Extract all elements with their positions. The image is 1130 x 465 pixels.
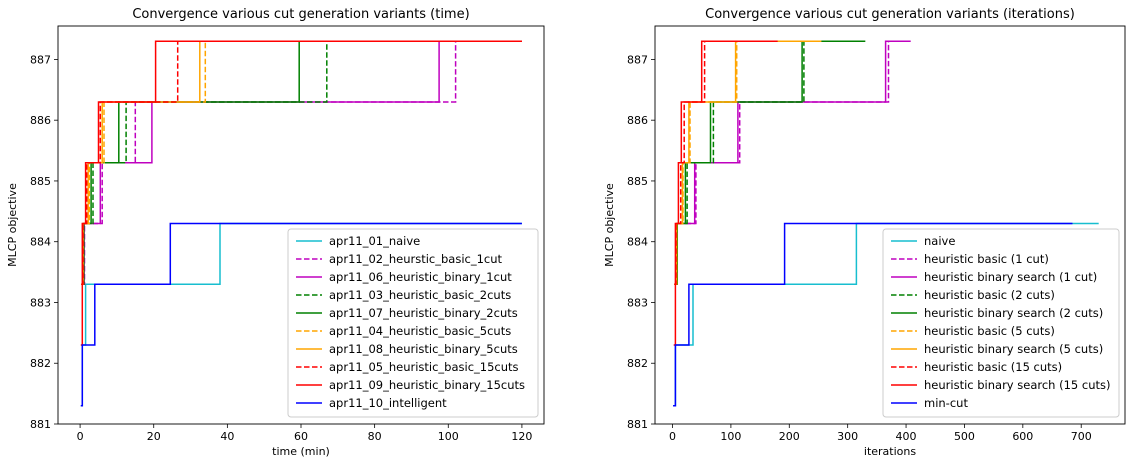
y-axis-label: MLCP objective	[603, 183, 616, 267]
x-axis-label: time (min)	[272, 445, 330, 458]
legend-entry-3: heuristic binary search (1 cut)	[924, 270, 1097, 284]
series-line-5	[674, 40, 866, 285]
y-tick-label: 881	[627, 418, 648, 431]
y-tick-label: 881	[30, 418, 51, 431]
chart-title: Convergence various cut generation varia…	[132, 7, 469, 22]
x-tick-label: 60	[294, 430, 308, 443]
series-line-9	[80, 40, 522, 346]
y-tick-label: 883	[627, 296, 648, 309]
x-tick-label: 120	[511, 430, 532, 443]
legend: apr11_01_naive apr11_02_heurstic_basic_1c…	[287, 228, 539, 418]
legend-entry-7: heuristic binary search (5 cuts)	[924, 342, 1103, 356]
series-line-10	[673, 222, 1073, 407]
y-tick-label: 885	[30, 175, 51, 188]
legend-entry-10: apr11_10_intelligent	[329, 396, 447, 410]
y-tick-label: 883	[30, 296, 51, 309]
x-tick-label: 80	[368, 430, 382, 443]
series-line-5	[81, 40, 522, 285]
x-axis-label: iterations	[864, 445, 916, 458]
x-tick-label: 200	[779, 430, 800, 443]
legend-entry-2: apr11_02_heurstic_basic_1cut	[329, 252, 503, 266]
legend-entry-2: heuristic basic (1 cut)	[924, 252, 1049, 266]
plot-frame	[57, 25, 545, 425]
x-tick-label: 400	[896, 430, 917, 443]
y-axis-label: MLCP objective	[6, 183, 19, 267]
y-tick-label: 884	[627, 236, 648, 249]
legend-entry-6: heuristic basic (5 cuts)	[924, 324, 1055, 338]
legend-box	[882, 228, 1120, 418]
y-tick-label: 882	[30, 357, 51, 370]
x-tick-label: 20	[147, 430, 161, 443]
y-tick-label: 887	[30, 53, 51, 66]
legend-entry-7: apr11_08_heuristic_binary_5cuts	[329, 342, 518, 356]
legend-entry-5: heuristic binary search (2 cuts)	[924, 306, 1103, 320]
x-tick-label: 0	[669, 430, 676, 443]
legend-entry-9: apr11_09_heuristic_binary_15cuts	[329, 378, 525, 392]
y-tick-label: 884	[30, 236, 51, 249]
x-tick-label: 100	[438, 430, 459, 443]
legend-entry-8: apr11_05_heuristic_basic_15cuts	[329, 360, 519, 374]
legend-entry-4: heuristic basic (2 cuts)	[924, 288, 1055, 302]
legend-entry-1: apr11_01_naive	[329, 234, 420, 248]
y-tick-label: 886	[30, 114, 51, 127]
x-tick-label: 40	[220, 430, 234, 443]
x-tick-label: 0	[77, 430, 84, 443]
x-tick-label: 100	[720, 430, 741, 443]
legend: naive heuristic basic (1 cut) heuristic bi…	[882, 228, 1120, 418]
y-tick-label: 882	[627, 357, 648, 370]
plot-frame	[654, 25, 1126, 425]
series-lines	[80, 40, 522, 407]
legend-box	[287, 228, 539, 418]
series-line-10	[80, 222, 522, 407]
legend-entry-10: min-cut	[924, 396, 968, 410]
y-tick-label: 886	[627, 114, 648, 127]
legend-entry-5: apr11_07_heuristic_binary_2cuts	[329, 306, 518, 320]
chart-panel-2: Convergence various cut generation varia…	[603, 7, 1126, 458]
legend-entry-4: apr11_03_heuristic_basic_2cuts	[329, 288, 511, 302]
legend-entry-6: apr11_04_heuristic_basic_5cuts	[329, 324, 511, 338]
chart-title: Convergence various cut generation varia…	[705, 7, 1075, 22]
chart-panel-1: Convergence various cut generation varia…	[6, 7, 545, 458]
x-tick-label: 700	[1071, 430, 1092, 443]
x-tick-label: 500	[954, 430, 975, 443]
x-tick-label: 600	[1012, 430, 1033, 443]
series-lines	[673, 40, 1099, 407]
legend-entry-9: heuristic binary search (15 cuts)	[924, 378, 1111, 392]
legend-entry-3: apr11_06_heuristic_binary_1cut	[329, 270, 512, 284]
legend-entry-8: heuristic basic (15 cuts)	[924, 360, 1062, 374]
y-tick-label: 887	[627, 53, 648, 66]
legend-entry-1: naive	[924, 234, 955, 248]
y-tick-label: 885	[627, 175, 648, 188]
x-tick-label: 300	[837, 430, 858, 443]
series-line-9	[673, 40, 778, 346]
